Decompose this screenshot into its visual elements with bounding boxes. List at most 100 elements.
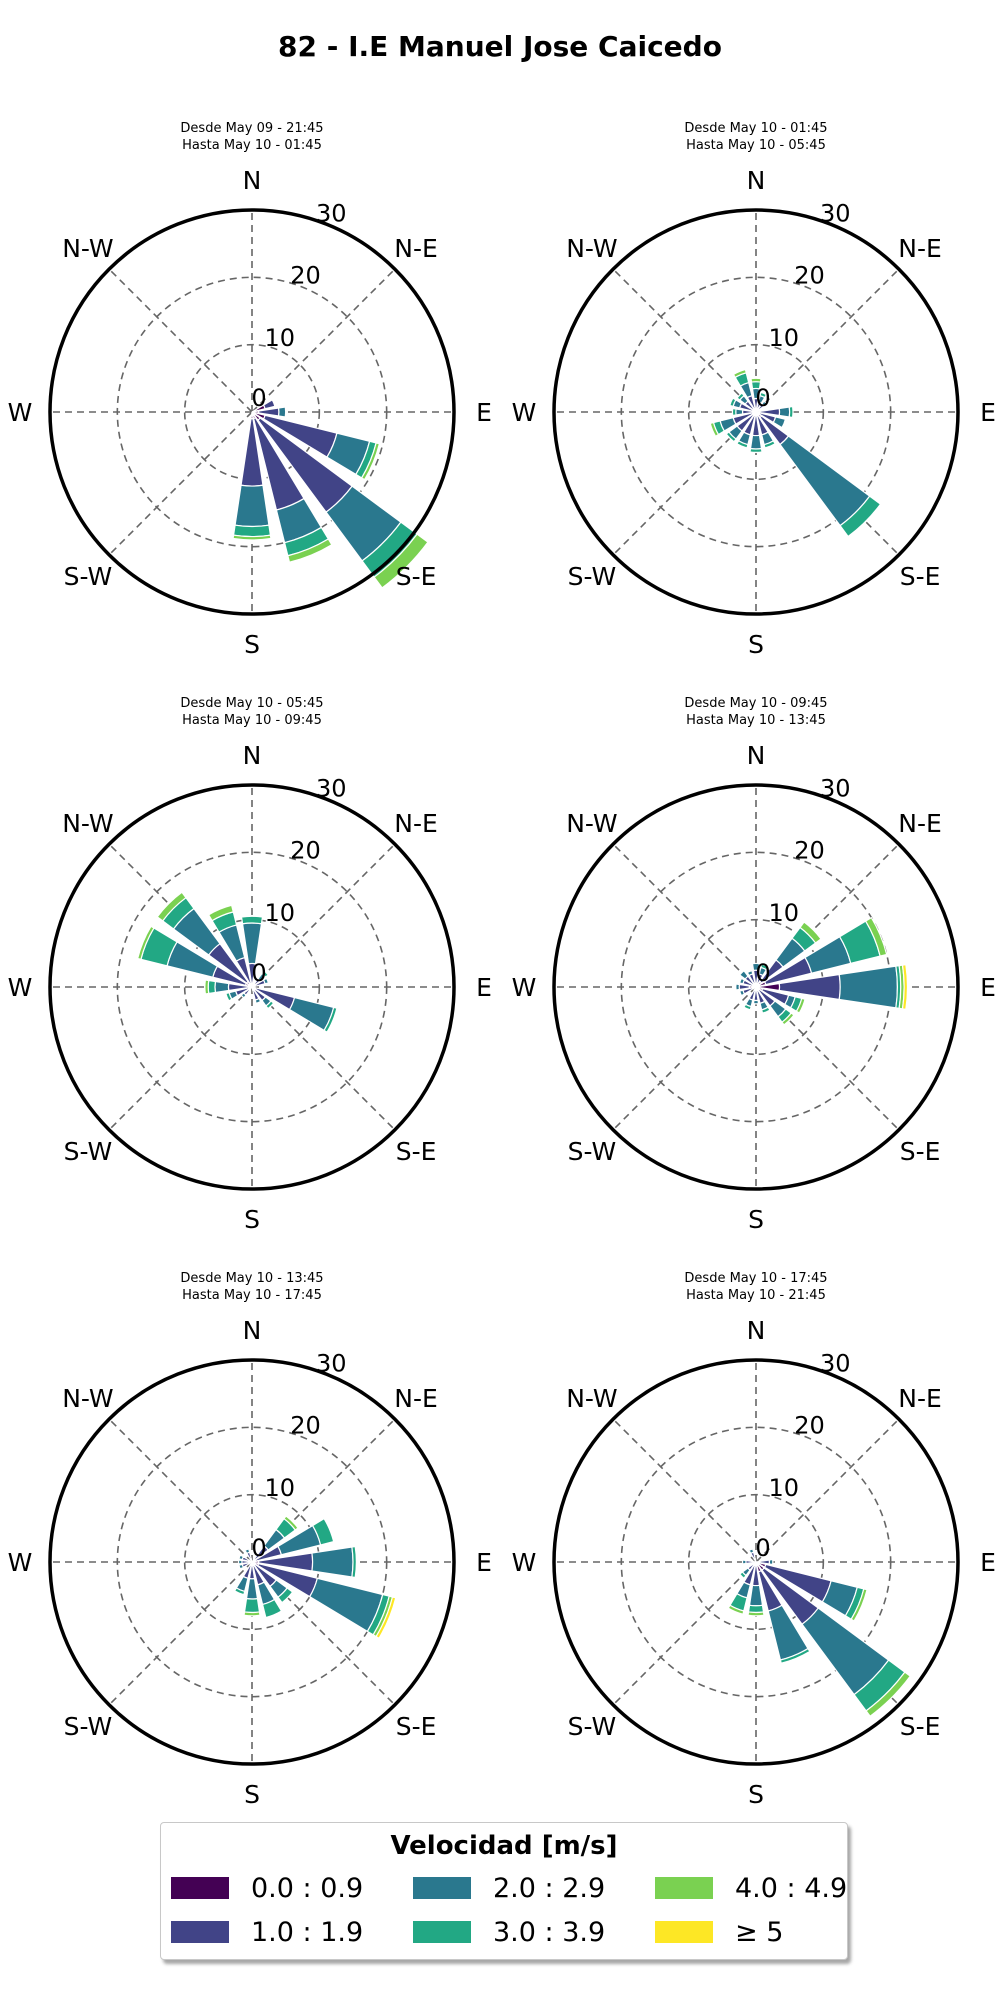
legend-swatch-5 bbox=[655, 1921, 713, 1943]
rose-bar-s0-b4 bbox=[283, 1515, 299, 1531]
radial-tick-label-0: 0 bbox=[755, 1534, 770, 1562]
direction-label-S-W: S-W bbox=[64, 562, 113, 591]
rose-bar-s5-b3 bbox=[839, 495, 882, 538]
radial-tick-label-10: 10 bbox=[264, 899, 295, 927]
rose-bar-s10-b2 bbox=[738, 989, 746, 997]
outer-circle bbox=[48, 1358, 456, 1766]
grid-circle-10 bbox=[687, 343, 825, 481]
legend-item-0: 0.0 : 0.9 bbox=[171, 1871, 363, 1905]
rose-bar-s2-b2 bbox=[761, 400, 768, 407]
direction-label-N-W: N-W bbox=[62, 1384, 113, 1413]
grid-spoke-N-W bbox=[108, 1418, 253, 1563]
grid-circle-10 bbox=[183, 343, 321, 481]
direction-label-W: W bbox=[8, 1548, 33, 1577]
rose-bar-s2-b2 bbox=[311, 1546, 354, 1578]
grid-spoke-S-W bbox=[612, 1561, 757, 1706]
radial-tick-label-20: 20 bbox=[794, 837, 825, 865]
direction-label-S-E: S-E bbox=[900, 1137, 941, 1166]
grid-spoke-N-E bbox=[251, 843, 396, 988]
grid-spoke-S-E bbox=[251, 1561, 396, 1706]
radial-tick-label-30: 30 bbox=[316, 1349, 347, 1377]
radial-tick-label-30: 30 bbox=[820, 1349, 851, 1377]
direction-label-E: E bbox=[476, 1548, 492, 1577]
radial-tick-label-10: 10 bbox=[768, 899, 799, 927]
grid-spoke-N-W bbox=[108, 268, 253, 413]
direction-label-N: N bbox=[747, 1316, 766, 1345]
direction-label-S-W: S-W bbox=[568, 1712, 617, 1741]
legend: Velocidad [m/s] 0.0 : 0.9 1.0 : 1.9 2.0 … bbox=[160, 1822, 848, 1960]
rose-bar-s0-b2 bbox=[768, 1558, 774, 1566]
panel-subtitle-line2: Hasta May 10 - 17:45 bbox=[182, 1288, 322, 1303]
rose-bar-s9-b3 bbox=[743, 1003, 752, 1011]
direction-label-E: E bbox=[476, 398, 492, 427]
rose-bar-s7-b3 bbox=[749, 447, 763, 453]
grid-spoke-S-W bbox=[108, 1561, 253, 1706]
rose-bar-s14-b2 bbox=[746, 969, 754, 977]
rose-bar-s5-b0 bbox=[250, 411, 254, 420]
legend-item-2: 2.0 : 2.9 bbox=[413, 1871, 605, 1905]
rose-bar-s11-b2 bbox=[244, 1548, 251, 1555]
direction-label-N-E: N-E bbox=[394, 809, 438, 838]
radial-tick-label-20: 20 bbox=[290, 262, 321, 290]
rose-bar-s7-b4 bbox=[204, 979, 210, 995]
panel-subtitle-line2: Hasta May 10 - 09:45 bbox=[182, 713, 322, 728]
rose-bar-s7-b1 bbox=[745, 1559, 754, 1565]
grid-spoke-N-W bbox=[612, 268, 757, 413]
rose-bar-s6-b2 bbox=[245, 1577, 259, 1600]
direction-label-W: W bbox=[8, 398, 33, 427]
legend-label-1: 1.0 : 1.9 bbox=[251, 1916, 364, 1948]
radial-tick-label-0: 0 bbox=[251, 384, 266, 412]
wind-rose-5: Desde May 10 - 17:45 Hasta May 10 - 21:45… bbox=[512, 1271, 996, 1809]
radial-tick-label-20: 20 bbox=[290, 1412, 321, 1440]
legend-swatch-1 bbox=[171, 1921, 229, 1943]
rose-bar-s13-b3 bbox=[736, 392, 745, 401]
rose-bar-s6-b3 bbox=[738, 1571, 747, 1580]
rose-bar-s1-b3 bbox=[759, 391, 768, 399]
figure-title: 82 - I.E Manuel Jose Caicedo bbox=[278, 30, 722, 63]
radial-tick-label-0: 0 bbox=[251, 1534, 266, 1562]
rose-bar-s3-b3 bbox=[779, 1647, 811, 1664]
rose-bar-s5-b4 bbox=[232, 534, 272, 541]
direction-label-N-E: N-E bbox=[898, 234, 942, 263]
rose-bar-s5-b4 bbox=[727, 1604, 745, 1615]
rose-bar-s4-b5 bbox=[901, 963, 909, 1011]
rose-bar-s12-b3 bbox=[729, 397, 737, 408]
grid-spoke-N-E bbox=[755, 1418, 900, 1563]
grid-spoke-S-W bbox=[108, 411, 253, 556]
direction-label-S: S bbox=[748, 1780, 764, 1809]
rose-bar-s0-b1 bbox=[262, 399, 276, 410]
legend-swatch-3 bbox=[413, 1921, 471, 1943]
direction-label-S-E: S-E bbox=[396, 1137, 437, 1166]
grid-spoke-S-W bbox=[108, 986, 253, 1131]
panel-subtitle-line2: Hasta May 10 - 13:45 bbox=[686, 713, 826, 728]
rose-bar-s4-b2 bbox=[748, 1584, 764, 1607]
direction-label-E: E bbox=[980, 973, 996, 1002]
rose-bar-s2-b4 bbox=[360, 442, 381, 481]
direction-label-N-E: N-E bbox=[394, 1384, 438, 1413]
rose-bar-s8-b2 bbox=[752, 999, 760, 1005]
rose-bar-s1-b3 bbox=[311, 1517, 335, 1546]
grid-spoke-S-E bbox=[251, 986, 396, 1131]
legend-item-5: ≥ 5 bbox=[655, 1915, 783, 1949]
legend-swatch-2 bbox=[413, 1877, 471, 1899]
direction-label-N-W: N-W bbox=[62, 809, 113, 838]
legend-swatch-4 bbox=[655, 1877, 713, 1899]
rose-bar-s11-b3 bbox=[240, 915, 264, 925]
panel-subtitle-line1: Desde May 10 - 17:45 bbox=[684, 1271, 827, 1286]
rose-bar-s8-b2 bbox=[238, 1563, 245, 1570]
rose-bar-s11-b2 bbox=[735, 983, 741, 991]
rose-bar-s3-b3 bbox=[265, 1000, 275, 1010]
legend-label-5: ≥ 5 bbox=[735, 1916, 784, 1948]
panel-subtitle-line1: Desde May 10 - 05:45 bbox=[180, 696, 323, 711]
direction-label-N-W: N-W bbox=[566, 809, 617, 838]
wind-rose-3: Desde May 10 - 09:45 Hasta May 10 - 13:45… bbox=[512, 696, 996, 1234]
rose-bar-s9-b2 bbox=[237, 1559, 243, 1565]
direction-label-S-E: S-E bbox=[900, 1712, 941, 1741]
grid-spoke-N-E bbox=[755, 843, 900, 988]
direction-label-N: N bbox=[747, 166, 766, 195]
direction-label-S-E: S-E bbox=[396, 1712, 437, 1741]
direction-label-S-E: S-E bbox=[900, 562, 941, 591]
direction-label-W: W bbox=[512, 973, 537, 1002]
rose-bar-s7-b3 bbox=[207, 979, 217, 995]
